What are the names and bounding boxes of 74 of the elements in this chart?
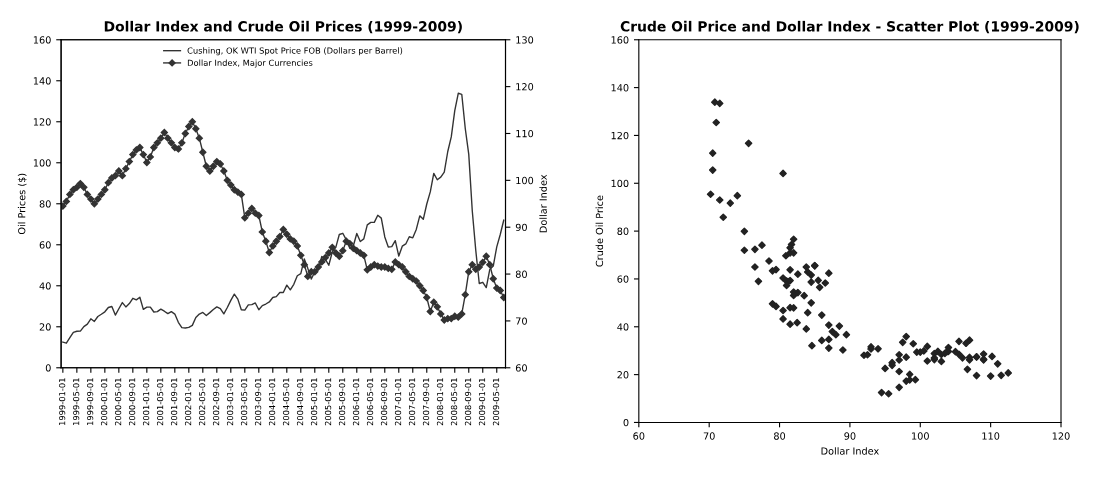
x-tick-label: 2007-09-01 bbox=[422, 378, 430, 426]
y-axis-title: Oil Prices ($) bbox=[17, 173, 27, 235]
y2-tick-label: 70 bbox=[516, 317, 527, 325]
x-tick-label: 2002-01-01 bbox=[184, 378, 192, 426]
y-tick-label: 120 bbox=[33, 118, 51, 126]
x-tick-label: 2008-01-01 bbox=[436, 378, 444, 426]
x-tick-label: 70 bbox=[703, 432, 715, 440]
y2-tick-label: 100 bbox=[516, 176, 534, 185]
x-tick-label: 2003-01-01 bbox=[226, 378, 234, 426]
y-tick-label: 40 bbox=[617, 323, 629, 331]
y2-tick-label: 90 bbox=[515, 223, 527, 232]
y2-axis-title: Dollar Index bbox=[539, 174, 547, 233]
x-tick-label: 2006-09-01 bbox=[380, 378, 388, 426]
y2-tick-label: 120 bbox=[516, 83, 534, 91]
y-tick-label: 120 bbox=[611, 131, 629, 140]
chart-title: Crude Oil Price and Dollar Index - Scatter Plot (1999-2009) bbox=[620, 20, 1079, 34]
x-tick-label: 2002-05-01 bbox=[198, 378, 206, 426]
x-tick-label: 2006-01-01 bbox=[352, 378, 360, 426]
y-tick-label: 100 bbox=[611, 179, 629, 188]
x-tick-label: 60 bbox=[633, 432, 645, 440]
y-tick-label: 140 bbox=[33, 77, 51, 85]
y-tick-label: 160 bbox=[611, 36, 629, 44]
x-tick-label: 2004-05-01 bbox=[282, 378, 290, 426]
x-tick-label: 2005-09-01 bbox=[338, 378, 346, 426]
x-tick-label: 2004-09-01 bbox=[296, 378, 304, 426]
x-tick-label: 1999-05-01 bbox=[72, 378, 80, 426]
y-tick-label: 160 bbox=[33, 36, 51, 44]
y2-tick-label: 110 bbox=[516, 129, 534, 138]
legend-label: Dollar Index, Major Currencies bbox=[187, 59, 313, 68]
y-axis-title: Crude Oil Price bbox=[595, 195, 604, 267]
x-tick-label: 2000-09-01 bbox=[128, 378, 136, 426]
x-tick-label: 2006-05-01 bbox=[366, 378, 374, 426]
y-tick-label: 140 bbox=[611, 84, 629, 92]
y2-tick-label: 130 bbox=[516, 36, 534, 44]
y-tick-label: 100 bbox=[33, 159, 51, 167]
x-axis-title: Dollar Index bbox=[821, 447, 879, 455]
x-tick-label: 2003-09-01 bbox=[254, 378, 262, 426]
x-tick-label: 2005-05-01 bbox=[324, 378, 332, 426]
line-series bbox=[62, 92, 505, 344]
x-tick-label: 2007-01-01 bbox=[394, 378, 402, 426]
y-tick-label: 40 bbox=[39, 282, 51, 290]
y-tick-label: 80 bbox=[617, 227, 629, 235]
x-tick-label: 110 bbox=[982, 432, 1000, 440]
x-tick-label: 120 bbox=[1052, 432, 1070, 440]
y2-tick-label: 60 bbox=[515, 364, 527, 372]
y-tick-label: 20 bbox=[617, 371, 629, 379]
x-tick-label: 2007-05-01 bbox=[408, 378, 416, 426]
y-tick-label: 80 bbox=[39, 200, 51, 208]
x-tick-label: 2000-01-01 bbox=[100, 378, 108, 426]
x-tick-label: 2002-09-01 bbox=[212, 378, 220, 426]
y-tick-label: 60 bbox=[617, 275, 629, 283]
x-tick-label: 2001-01-01 bbox=[142, 378, 150, 426]
legend-label: Cushing, OK WTI Spot Price FOB (Dollars per Barrel) bbox=[187, 47, 403, 56]
x-tick-label: 2009-05-01 bbox=[492, 378, 500, 426]
x-tick-label: 1999-01-01 bbox=[58, 378, 66, 426]
x-tick-label: 2008-05-01 bbox=[450, 378, 458, 426]
x-tick-label: 100 bbox=[912, 432, 929, 440]
y-tick-label: 60 bbox=[39, 241, 51, 249]
x-tick-label: 2004-01-01 bbox=[268, 378, 276, 426]
y2-tick-label: 80 bbox=[515, 270, 527, 278]
y-tick-label: 20 bbox=[39, 323, 51, 331]
x-tick-label: 2008-09-01 bbox=[464, 378, 472, 426]
x-tick-label: 2000-05-01 bbox=[114, 378, 122, 426]
x-tick-label: 90 bbox=[844, 432, 856, 440]
x-tick-label: 2001-09-01 bbox=[170, 378, 178, 426]
x-tick-label: 80 bbox=[774, 432, 786, 440]
x-tick-label: 1999-09-01 bbox=[86, 378, 94, 426]
x-tick-label: 2005-01-01 bbox=[310, 378, 318, 426]
x-tick-label: 2009-01-01 bbox=[478, 378, 486, 426]
y-tick-label: 0 bbox=[623, 418, 629, 427]
x-tick-label: 2001-05-01 bbox=[156, 378, 164, 426]
y-tick-label: 0 bbox=[45, 364, 51, 372]
chart-title: Dollar Index and Crude Oil Prices (1999-2009) bbox=[104, 20, 462, 34]
x-tick-label: 2003-05-01 bbox=[240, 378, 248, 426]
